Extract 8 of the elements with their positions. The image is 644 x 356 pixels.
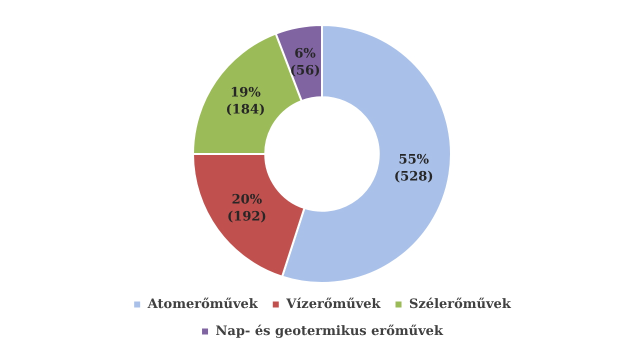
legend-label: Nap- és geotermikus erőművek [216,324,444,339]
legend-label: Szélerőművek [409,296,512,312]
legend-label: Vízerőművek [285,296,382,312]
data-label: 55% (528) [394,152,434,184]
data-label: 20% (192) [227,192,267,224]
data-label: 6% (56) [290,46,320,79]
data-label: 19% (184) [226,85,266,118]
legend-label: Atomerőművek [146,296,259,312]
